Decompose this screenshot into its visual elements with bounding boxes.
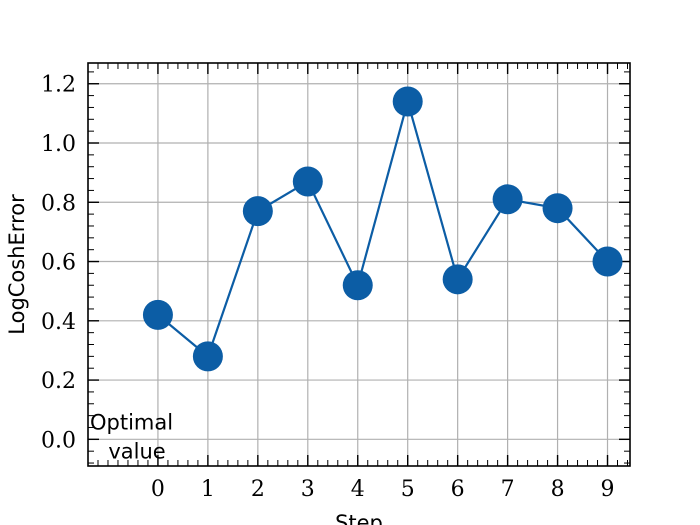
data-point — [242, 196, 273, 227]
annotation-line-1: Optimal — [90, 410, 173, 434]
plot-area-frame — [87, 62, 631, 467]
minor-ticks — [88, 63, 630, 466]
series-line — [157, 97, 609, 359]
data-point — [192, 341, 223, 372]
x-tick-label: 4 — [351, 477, 365, 502]
y-tick-label: 1.0 — [41, 132, 76, 157]
y-tick-label: 1.2 — [41, 73, 76, 98]
x-tick-label: 5 — [401, 477, 415, 502]
x-tick-label: 7 — [501, 477, 515, 502]
data-point — [342, 270, 373, 301]
y-tick-label: 0.4 — [41, 310, 76, 335]
data-point — [142, 299, 173, 330]
grid — [88, 63, 630, 466]
y-tick-label: 0.6 — [41, 251, 76, 276]
x-axis-label: Step — [335, 511, 383, 525]
series-layer — [142, 86, 623, 372]
y-tick-label: 0.2 — [41, 369, 76, 394]
x-tick-label: 2 — [251, 477, 265, 502]
data-point — [592, 246, 623, 277]
x-tick-label: 3 — [301, 477, 315, 502]
x-tick-label: 8 — [551, 477, 565, 502]
x-tick-label: 1 — [201, 477, 215, 502]
data-point — [542, 193, 573, 224]
y-tick-label: 0.0 — [41, 428, 76, 453]
data-point — [442, 264, 473, 295]
major-ticks — [88, 63, 630, 466]
y-tick-labels: 0.0 0.2 0.4 0.6 0.8 1.0 1.2 — [41, 73, 76, 454]
annotation-line-2: value — [108, 439, 165, 463]
y-tick-label: 0.8 — [41, 191, 76, 216]
data-point — [492, 184, 523, 215]
data-point — [392, 86, 423, 117]
x-tick-labels: 0 1 2 3 4 5 6 7 8 9 — [151, 477, 615, 502]
x-tick-label: 0 — [151, 477, 165, 502]
y-axis-label: LogCoshError — [5, 194, 29, 335]
x-tick-label: 6 — [451, 477, 465, 502]
x-tick-label: 9 — [601, 477, 615, 502]
data-point — [292, 166, 323, 197]
